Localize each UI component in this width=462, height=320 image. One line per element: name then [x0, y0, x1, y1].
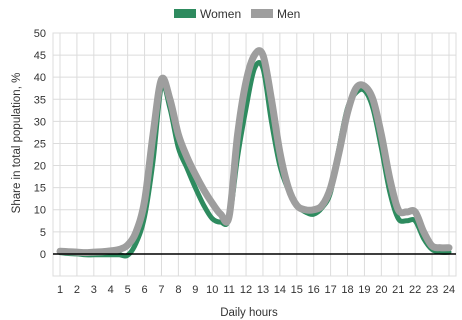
y-tick-label: 35	[34, 94, 46, 106]
x-tick-label: 16	[308, 284, 320, 296]
x-tick-label: 11	[223, 284, 234, 296]
x-tick-label: 14	[274, 284, 286, 296]
x-tick-label: 10	[206, 284, 218, 296]
x-axis-title: Daily hours	[220, 307, 278, 319]
x-tick-label: 12	[240, 284, 252, 296]
y-tick-label: 30	[34, 116, 46, 128]
x-tick-label: 6	[142, 284, 148, 296]
x-tick-label: 5	[125, 284, 131, 296]
y-tick-label: 40	[34, 72, 46, 84]
x-tick-label: 22	[409, 284, 421, 296]
x-tick-label: 21	[392, 284, 404, 296]
x-tick-label: 18	[341, 284, 353, 296]
y-tick-labels: 0 5 10 15 20 25 30 35 40 45 50	[34, 28, 46, 261]
y-tick-label: 0	[40, 249, 46, 261]
x-tick-label: 4	[108, 284, 114, 296]
x-tick-label: 3	[91, 284, 97, 296]
legend-swatch-women	[174, 9, 196, 18]
x-tick-labels: 1 2 3 4 5 6 7 8 9 10 11 12 13 14 15 16 17 18 19 20 21 22 23 24	[57, 284, 455, 296]
x-tick-label: 17	[324, 284, 336, 296]
y-axis-title: Share in total population, %	[11, 73, 23, 214]
y-tick-label: 15	[34, 183, 46, 195]
legend-label-men: Men	[277, 7, 300, 21]
x-tick-label: 2	[74, 284, 80, 296]
series-lines	[56, 47, 453, 259]
x-tick-label: 19	[358, 284, 370, 296]
legend-label-women: Women	[200, 7, 241, 21]
x-tick-label: 13	[257, 284, 269, 296]
y-tick-label: 45	[34, 50, 46, 62]
series-line-women	[57, 60, 452, 259]
y-tick-label: 20	[34, 161, 46, 173]
x-tick-label: 8	[175, 284, 181, 296]
x-tick-label: 24	[443, 284, 455, 296]
legend-swatch-men	[251, 9, 273, 18]
x-tick-label: 9	[192, 284, 198, 296]
x-tick-label: 7	[158, 284, 164, 296]
x-tick-label: 20	[375, 284, 387, 296]
x-tick-label: 15	[291, 284, 303, 296]
x-tick-label: 23	[426, 284, 438, 296]
x-tick-label: 1	[57, 284, 63, 296]
y-tick-label: 5	[40, 227, 46, 239]
legend: Women Men	[174, 7, 300, 21]
y-tick-label: 10	[34, 205, 46, 217]
y-tick-label: 50	[34, 28, 46, 40]
series-line-men	[56, 47, 453, 257]
y-tick-label: 25	[34, 138, 46, 150]
